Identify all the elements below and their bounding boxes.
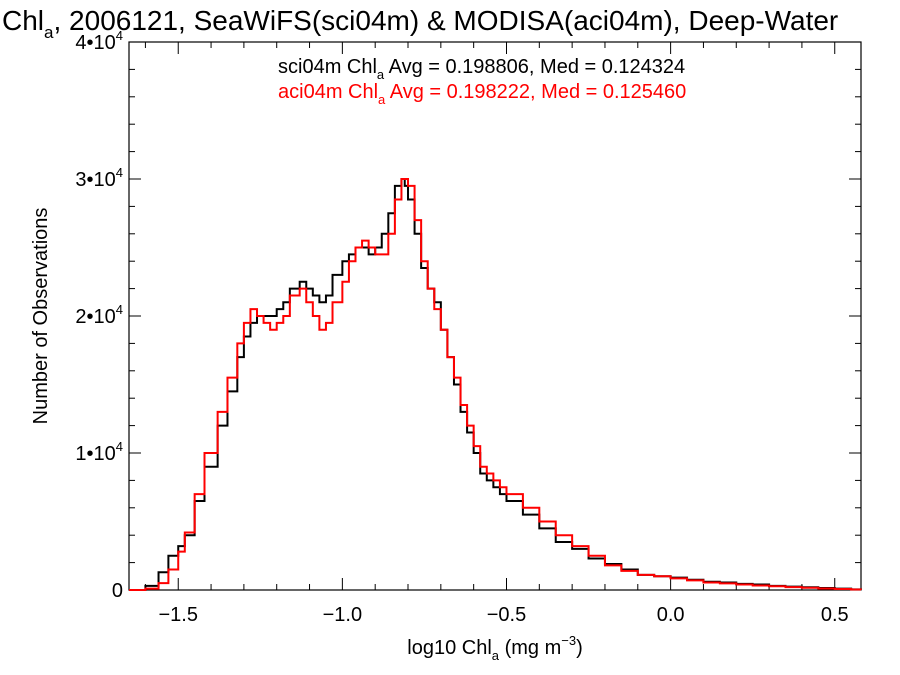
- x-tick-label: 0.5: [821, 604, 849, 626]
- x-axis: −1.5 −1.0 −0.5 0.0 0.5: [144, 42, 849, 626]
- y-tick-mantissa: 3•10: [75, 169, 115, 191]
- y-tick-mantissa: 4•10: [75, 32, 115, 54]
- y-tick-label: 4•104: [75, 28, 123, 54]
- x-tick-label: −0.5: [487, 604, 526, 626]
- series-line-aci04m: [129, 178, 862, 591]
- legend-aci04m: aci04m Chla Avg = 0.198222, Med = 0.1254…: [278, 81, 686, 107]
- series-line-sci04m: [129, 178, 862, 591]
- series-layer: [129, 178, 862, 591]
- y-tick-label: 0: [112, 580, 123, 602]
- x-tick-label: −1.5: [158, 604, 197, 626]
- y-tick-mantissa: 1•10: [75, 443, 115, 465]
- chart-title: Chla, 2006121, SeaWiFS(sci04m) & MODISA(…: [2, 5, 838, 42]
- y-tick-label: 1•104: [75, 439, 123, 465]
- x-axis-label: log10 Chla (mg m−3): [407, 633, 582, 663]
- legend-sci04m: sci04m Chla Avg = 0.198806, Med = 0.1243…: [278, 56, 685, 82]
- y-tick-mantissa: 2•10: [75, 306, 115, 328]
- y-tick-label: 2•104: [75, 302, 123, 328]
- y-tick-exponent: 4: [116, 439, 123, 454]
- y-tick-mantissa: 0: [112, 580, 123, 602]
- x-tick-label: −1.0: [323, 604, 362, 626]
- y-tick-exponent: 4: [116, 302, 123, 317]
- x-tick-label: 0.0: [657, 604, 685, 626]
- y-tick-label: 3•104: [75, 165, 123, 191]
- y-tick-exponent: 4: [116, 165, 123, 180]
- y-axis-label: Number of Observations: [30, 208, 52, 425]
- y-tick-exponent: 4: [116, 28, 123, 43]
- plot-frame: [128, 41, 862, 591]
